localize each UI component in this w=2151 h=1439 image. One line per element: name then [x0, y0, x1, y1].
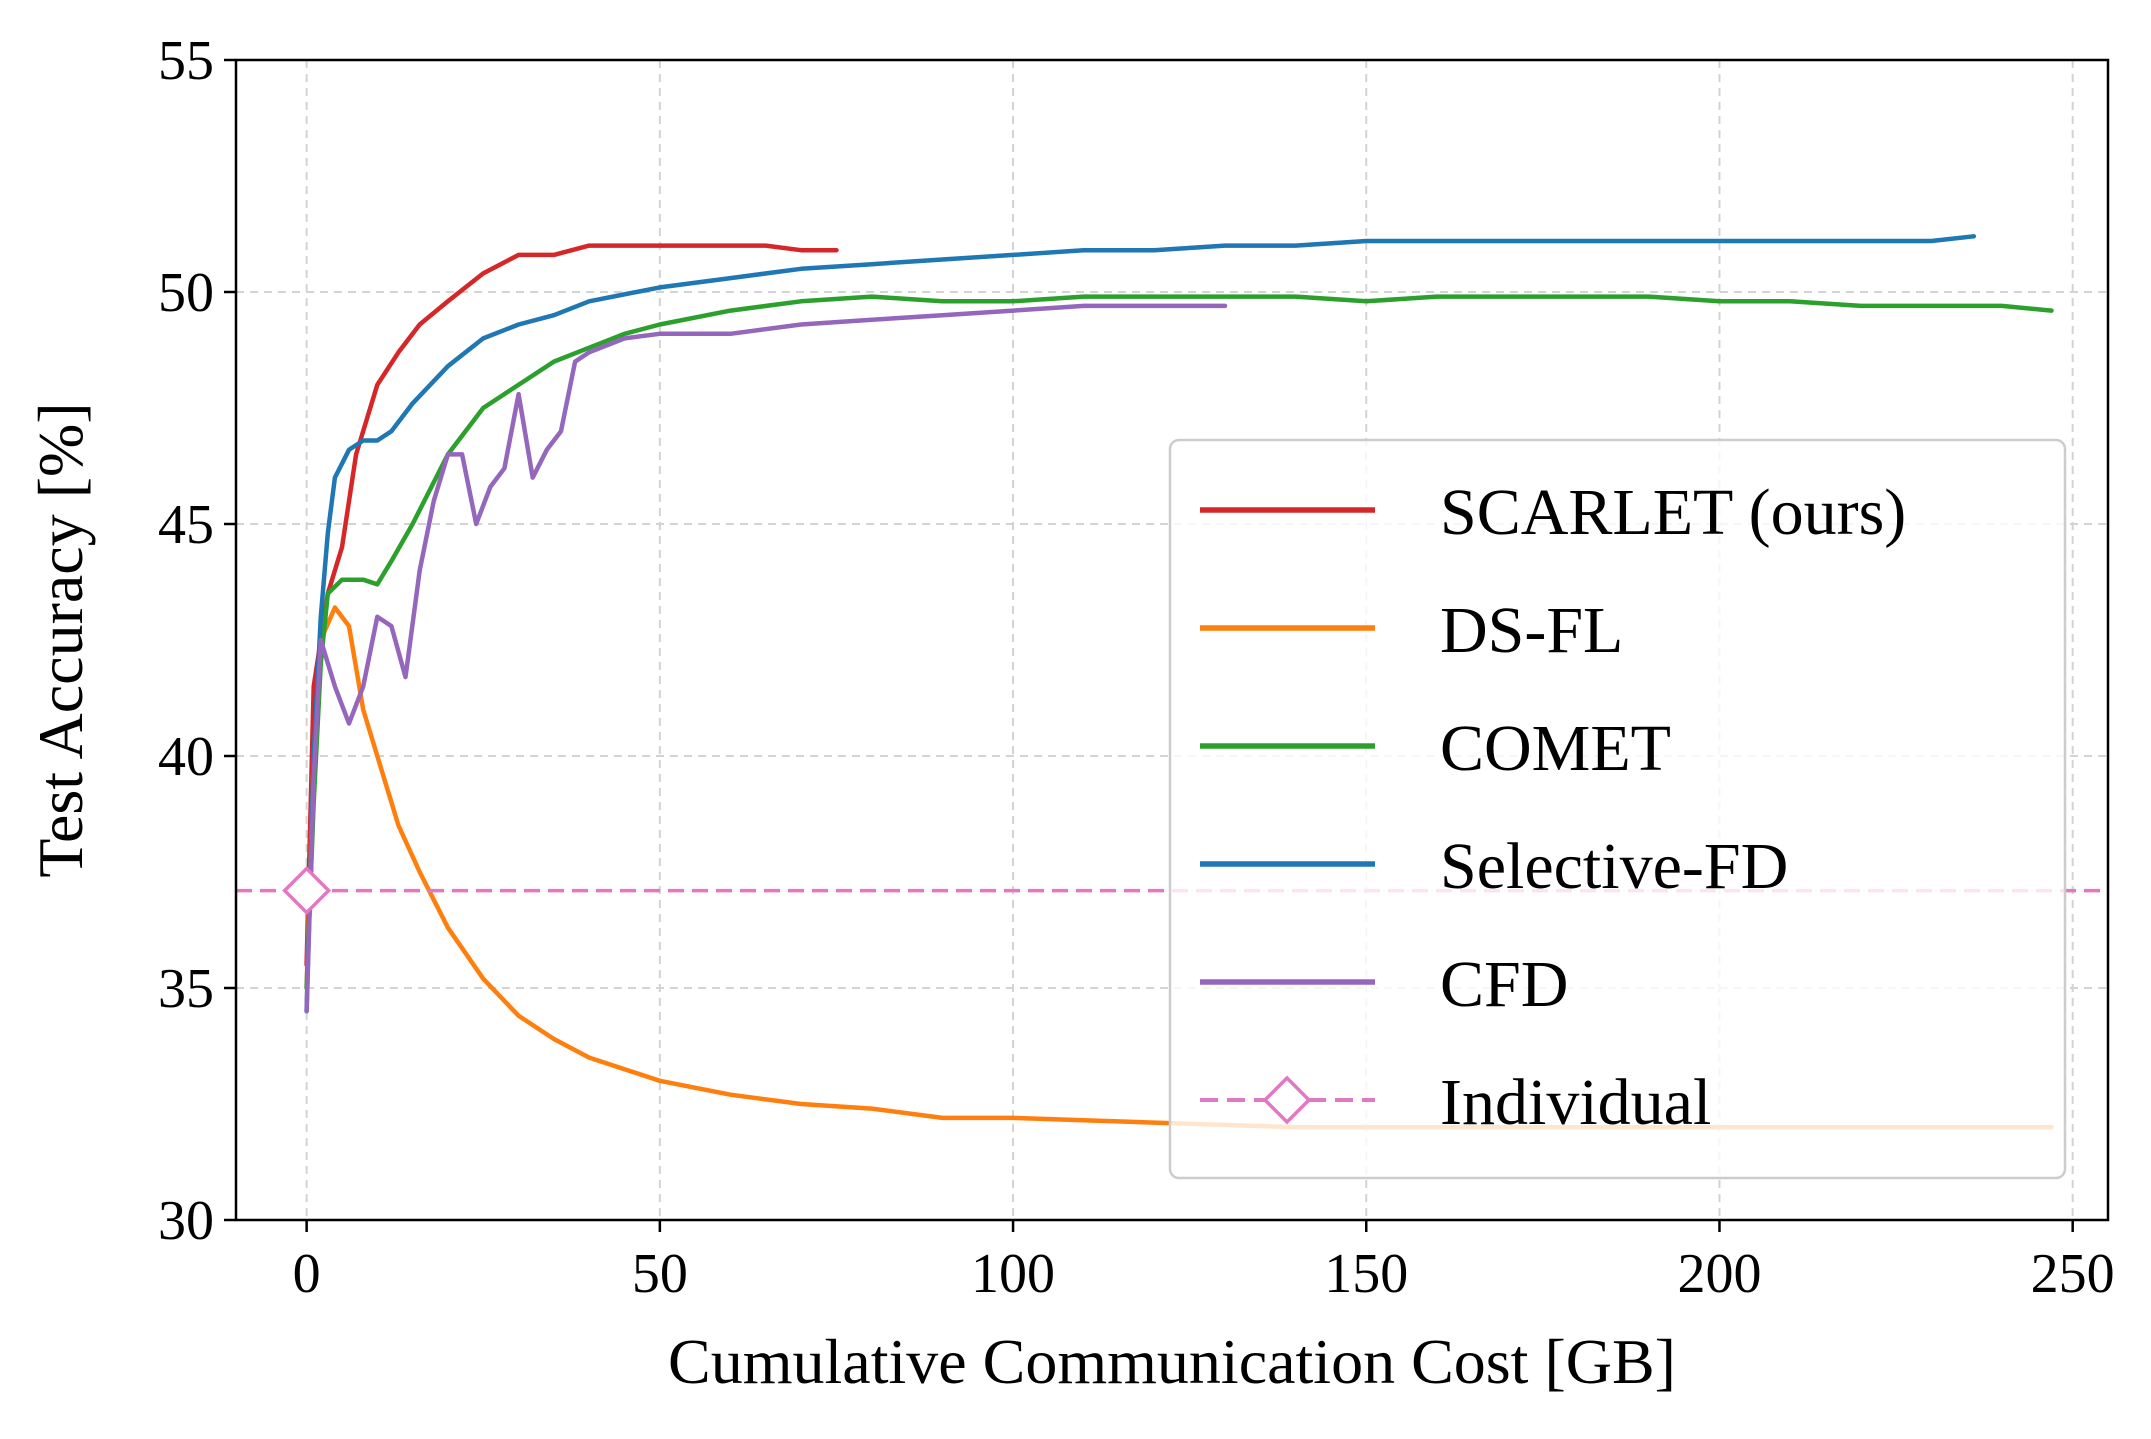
- legend: SCARLET (ours) DS-FL COMET Selective-FD CFD I…: [1168, 438, 2067, 1180]
- y-tick-label: 40: [158, 726, 214, 788]
- series-line-scarlet-ours: [304, 243, 839, 968]
- y-tick-label: 45: [158, 494, 214, 556]
- series-line-selective-fd: [304, 234, 1977, 1014]
- y-axis-label: Test Accuracy [%]: [25, 402, 96, 877]
- plot-frame: [234, 58, 2110, 1222]
- legend-label: Selective-FD: [1440, 830, 1788, 903]
- legend-label: DS-FL: [1440, 594, 1623, 667]
- legend-label: Individual: [1440, 1066, 1711, 1139]
- series-line-cfd: [304, 303, 1228, 1014]
- legend-item: DS-FL: [1200, 594, 1623, 667]
- legend-label: CFD: [1440, 948, 1568, 1021]
- y-tick-label: 30: [158, 1190, 214, 1252]
- y-tick-label: 35: [158, 958, 214, 1020]
- x-tick-label: 250: [2031, 1243, 2115, 1305]
- x-tick-label: 100: [971, 1243, 1055, 1305]
- legend-item: CFD: [1200, 948, 1568, 1021]
- legend-label: SCARLET (ours): [1440, 476, 1906, 549]
- series-line-comet: [304, 294, 2054, 991]
- x-tick-label: 200: [1677, 1243, 1761, 1305]
- markers: [282, 866, 332, 916]
- y-tick-label: 50: [158, 262, 214, 324]
- x-tick-label: 0: [293, 1243, 321, 1305]
- individual-marker: [282, 866, 332, 916]
- legend-item: Individual: [1200, 1066, 1711, 1139]
- axis-ticks: 0 50 100 150 200 250 30 35 40 45 50 55: [158, 30, 2115, 1305]
- legend-item: Selective-FD: [1200, 830, 1788, 903]
- x-axis-label: Cumulative Communication Cost [GB]: [668, 1326, 1676, 1397]
- legend-box: [1168, 438, 2067, 1180]
- legend-marker: [1262, 1075, 1312, 1125]
- legend-label: COMET: [1440, 712, 1671, 785]
- legend-item: SCARLET (ours): [1200, 476, 1906, 549]
- y-tick-label: 55: [158, 30, 214, 92]
- x-tick-label: 150: [1324, 1243, 1408, 1305]
- legend-item: COMET: [1200, 712, 1671, 785]
- x-tick-label: 50: [632, 1243, 688, 1305]
